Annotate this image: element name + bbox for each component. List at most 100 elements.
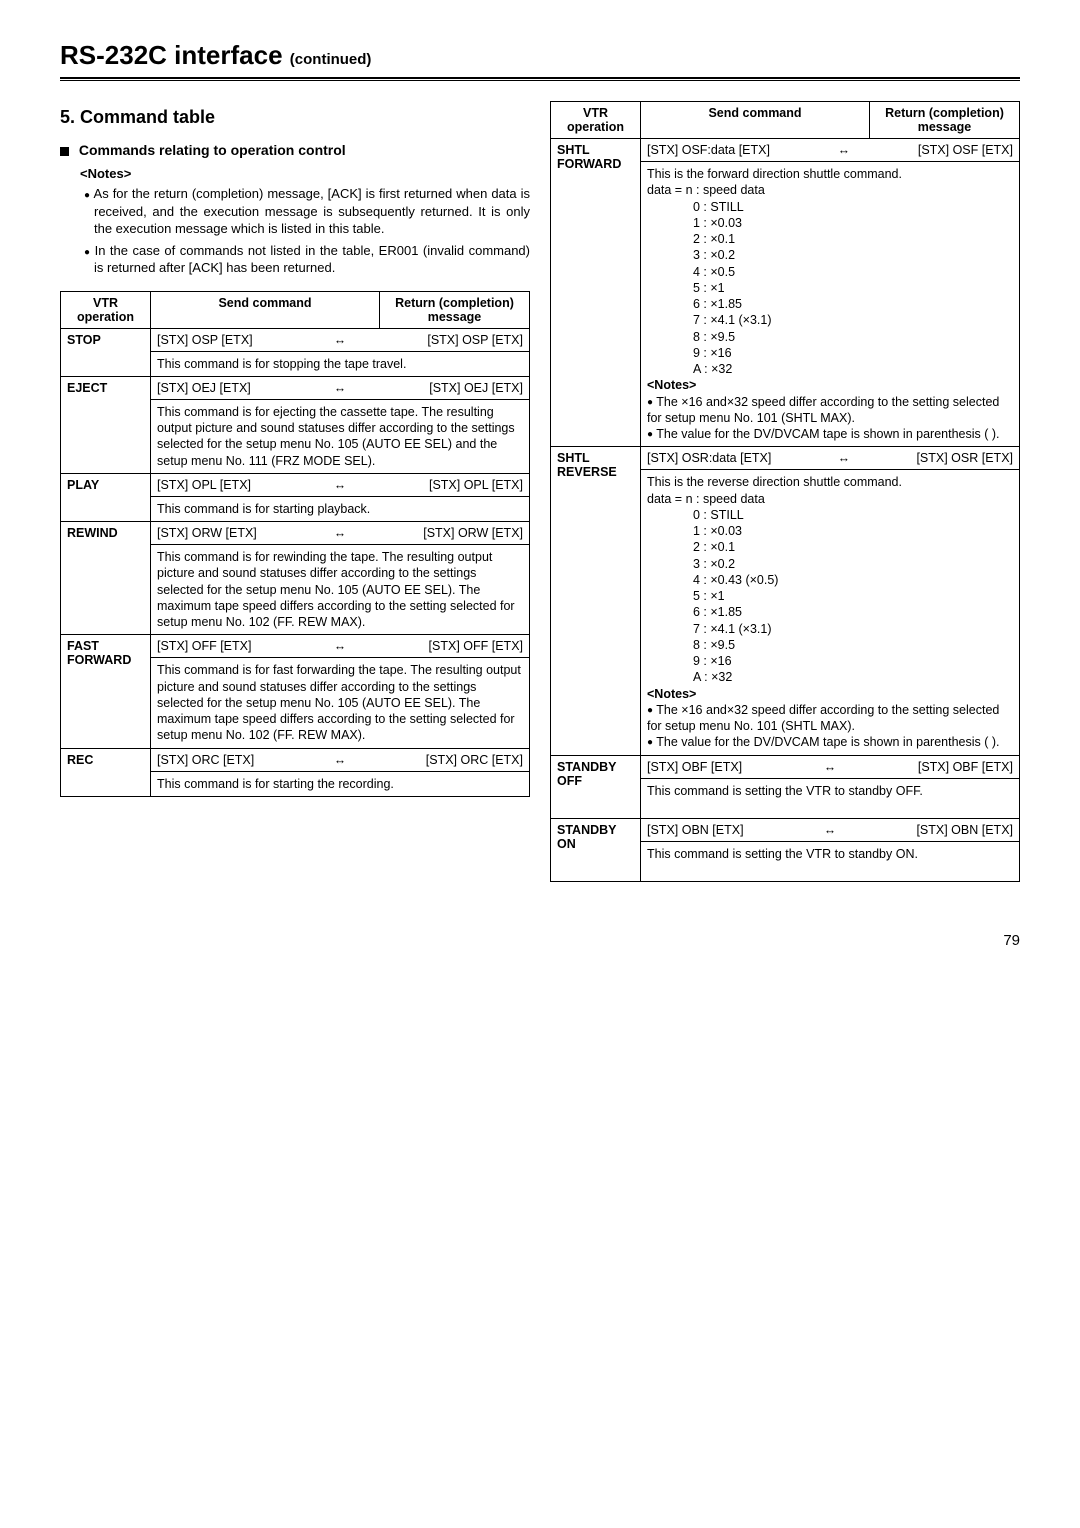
speed-list: data = n : speed data 0 : STILL 1 : ×0.0…	[647, 491, 1013, 686]
title-continued: (continued)	[290, 51, 372, 68]
right-command-table: VTR operation Send command Return (compl…	[550, 101, 1020, 882]
cmd-cell: [STX] OSR:data [ETX] ↔ [STX] OSR [ETX]	[641, 447, 1020, 470]
cmd-cell: [STX] OSF:data [ETX] ↔ [STX] OSF [ETX]	[641, 139, 1020, 162]
op-cell: SHTL REVERSE	[551, 447, 641, 755]
return-cmd: [STX] ORC [ETX]	[426, 753, 523, 767]
speed-line: 0 : STILL	[647, 507, 1013, 523]
speed-line: 0 : STILL	[647, 199, 1013, 215]
return-cmd: [STX] OBF [ETX]	[918, 760, 1013, 774]
sub-heading: Commands relating to operation control	[60, 142, 530, 158]
data-label: data = n : speed data	[647, 182, 1013, 198]
speed-line: 4 : ×0.5	[647, 264, 1013, 280]
return-cmd: [STX] ORW [ETX]	[423, 526, 523, 540]
desc-cell: This command is for ejecting the cassett…	[151, 399, 530, 473]
speed-line: 3 : ×0.2	[647, 556, 1013, 572]
op-cell: STOP	[61, 328, 151, 376]
arrow-icon: ↔	[334, 333, 347, 347]
speed-line: 7 : ×4.1 (×3.1)	[647, 621, 1013, 637]
table-row: STANDBY ON [STX] OBN [ETX] ↔ [STX] OBN […	[551, 818, 1020, 841]
table-row: REWIND [STX] ORW [ETX] ↔ [STX] ORW [ETX]	[61, 522, 530, 545]
section-heading: 5. Command table	[60, 107, 530, 128]
cmd-cell: [STX] OSP [ETX] ↔ [STX] OSP [ETX]	[151, 328, 530, 351]
arrow-icon: ↔	[334, 639, 347, 653]
table-row: FAST FORWARD [STX] OFF [ETX] ↔ [STX] OFF…	[61, 635, 530, 658]
note-item: In the case of commands not listed in th…	[94, 242, 530, 277]
note-text: The value for the DV/DVCAM tape is shown…	[656, 735, 999, 749]
desc-cell: This command is setting the VTR to stand…	[641, 778, 1020, 818]
left-column: 5. Command table Commands relating to op…	[60, 101, 530, 892]
bullet-icon: ●	[647, 705, 653, 716]
op-cell: REC	[61, 748, 151, 796]
cmd-cell: [STX] OPL [ETX] ↔ [STX] OPL [ETX]	[151, 473, 530, 496]
send-cmd: [STX] OPL [ETX]	[157, 478, 251, 492]
send-cmd: [STX] ORC [ETX]	[157, 753, 254, 767]
return-cmd: [STX] OSP [ETX]	[427, 333, 523, 347]
op-cell: STANDBY ON	[551, 818, 641, 881]
desc-cell: This command is for fast forwarding the …	[151, 658, 530, 748]
desc-cell: This command is for rewinding the tape. …	[151, 545, 530, 635]
speed-line: 5 : ×1	[647, 588, 1013, 604]
th-return: Return (completion) message	[380, 291, 530, 328]
arrow-icon: ↔	[838, 451, 851, 465]
desc-cell: This is the forward direction shuttle co…	[641, 162, 1020, 447]
left-command-table: VTR operation Send command Return (compl…	[60, 291, 530, 797]
op-cell: SHTL FORWARD	[551, 139, 641, 447]
table-row: SHTL REVERSE [STX] OSR:data [ETX] ↔ [STX…	[551, 447, 1020, 470]
title-rule	[60, 77, 1020, 81]
send-cmd: [STX] OFF [ETX]	[157, 639, 251, 653]
th-operation: VTR operation	[551, 102, 641, 139]
speed-line: 2 : ×0.1	[647, 231, 1013, 247]
table-row: REC [STX] ORC [ETX] ↔ [STX] ORC [ETX]	[61, 748, 530, 771]
send-cmd: [STX] OBF [ETX]	[647, 760, 742, 774]
op-cell: FAST FORWARD	[61, 635, 151, 748]
bullet-icon: ●	[647, 429, 653, 440]
notes-label: <Notes>	[647, 378, 696, 392]
send-cmd: [STX] OSR:data [ETX]	[647, 451, 771, 465]
bullet-icon: ●	[647, 737, 653, 748]
cmd-cell: [STX] OEJ [ETX] ↔ [STX] OEJ [ETX]	[151, 376, 530, 399]
desc-cell: This command is for starting playback.	[151, 496, 530, 521]
arrow-icon: ↔	[334, 753, 347, 767]
page-number: 79	[60, 932, 1020, 949]
speed-line: 5 : ×1	[647, 280, 1013, 296]
speed-line: 6 : ×1.85	[647, 296, 1013, 312]
arrow-icon: ↔	[334, 478, 347, 492]
speed-line: 3 : ×0.2	[647, 247, 1013, 263]
table-row: EJECT [STX] OEJ [ETX] ↔ [STX] OEJ [ETX]	[61, 376, 530, 399]
op-cell: REWIND	[61, 522, 151, 635]
table-row: STOP [STX] OSP [ETX] ↔ [STX] OSP [ETX]	[61, 328, 530, 351]
cmd-cell: [STX] ORC [ETX] ↔ [STX] ORC [ETX]	[151, 748, 530, 771]
th-return: Return (completion) message	[870, 102, 1020, 139]
return-cmd: [STX] OEJ [ETX]	[429, 381, 523, 395]
th-send: Send command	[151, 291, 380, 328]
speed-line: 6 : ×1.85	[647, 604, 1013, 620]
page-title: RS-232C interface (continued)	[60, 40, 1020, 71]
cmd-cell: [STX] ORW [ETX] ↔ [STX] ORW [ETX]	[151, 522, 530, 545]
speed-line: 8 : ×9.5	[647, 329, 1013, 345]
desc-cell: This is the reverse direction shuttle co…	[641, 470, 1020, 755]
desc-cell: This command is setting the VTR to stand…	[641, 841, 1020, 881]
return-cmd: [STX] OSF [ETX]	[918, 143, 1013, 157]
desc-intro: This is the reverse direction shuttle co…	[647, 475, 902, 489]
table-row: PLAY [STX] OPL [ETX] ↔ [STX] OPL [ETX]	[61, 473, 530, 496]
op-cell: PLAY	[61, 473, 151, 521]
speed-line: 1 : ×0.03	[647, 215, 1013, 231]
bullet-icon: ●	[647, 397, 653, 408]
table-header-row: VTR operation Send command Return (compl…	[551, 102, 1020, 139]
right-column: VTR operation Send command Return (compl…	[550, 101, 1020, 892]
send-cmd: [STX] OSP [ETX]	[157, 333, 253, 347]
speed-list: data = n : speed data 0 : STILL 1 : ×0.0…	[647, 182, 1013, 377]
cmd-cell: [STX] OBF [ETX] ↔ [STX] OBF [ETX]	[641, 755, 1020, 778]
table-row: SHTL FORWARD [STX] OSF:data [ETX] ↔ [STX…	[551, 139, 1020, 162]
op-cell: STANDBY OFF	[551, 755, 641, 818]
speed-line: 9 : ×16	[647, 345, 1013, 361]
table-header-row: VTR operation Send command Return (compl…	[61, 291, 530, 328]
th-operation: VTR operation	[61, 291, 151, 328]
speed-line: 2 : ×0.1	[647, 539, 1013, 555]
speed-line: 4 : ×0.43 (×0.5)	[647, 572, 1013, 588]
return-cmd: [STX] OPL [ETX]	[429, 478, 523, 492]
return-cmd: [STX] OSR [ETX]	[916, 451, 1013, 465]
op-cell: EJECT	[61, 376, 151, 473]
note-text: The ×16 and×32 speed differ according to…	[647, 395, 999, 425]
send-cmd: [STX] OEJ [ETX]	[157, 381, 251, 395]
